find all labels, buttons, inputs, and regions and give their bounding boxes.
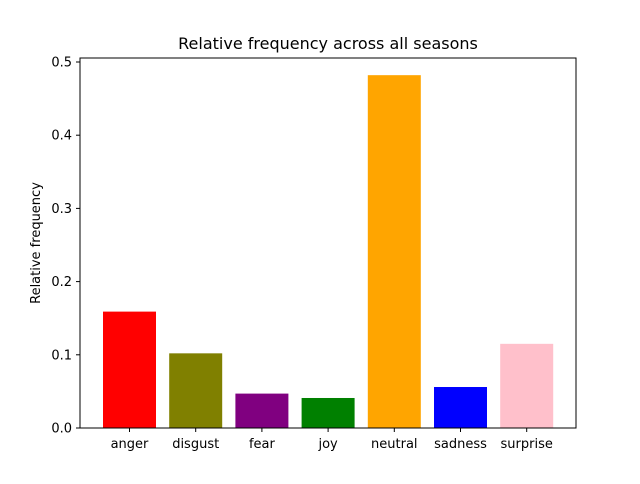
x-tick-label-joy: joy xyxy=(317,437,338,452)
bar-anger xyxy=(103,311,156,428)
bar-joy xyxy=(301,397,355,428)
y-tick-label: 0.1 xyxy=(51,348,72,363)
y-axis-ticks: 0.0 0.1 0.2 0.3 0.4 0.5 xyxy=(51,56,80,437)
x-tick-label-anger: anger xyxy=(111,437,149,452)
y-tick-label: 0.2 xyxy=(51,275,72,290)
y-axis-label: Relative frequency xyxy=(29,182,44,304)
y-tick-label: 0.4 xyxy=(51,129,72,144)
y-tick-label: 0.5 xyxy=(51,56,72,71)
x-tick-label-neutral: neutral xyxy=(371,437,418,452)
bar-neutral xyxy=(367,75,421,429)
y-tick-label: 0.0 xyxy=(51,422,72,437)
x-axis-ticks: anger disgust fear joy neutral sadness surpris… xyxy=(111,428,553,452)
bar-sadness xyxy=(434,387,487,428)
bar-surprise xyxy=(500,343,554,428)
bar-fear xyxy=(235,393,289,428)
bar-disgust xyxy=(169,353,223,428)
bars-group xyxy=(103,75,554,429)
x-tick-label-disgust: disgust xyxy=(172,437,219,452)
y-tick-label: 0.3 xyxy=(51,202,72,217)
x-tick-label-sadness: sadness xyxy=(434,437,487,452)
x-tick-label-fear: fear xyxy=(249,437,276,452)
x-tick-label-surprise: surprise xyxy=(501,437,553,452)
plot-frame xyxy=(79,57,577,429)
chart-title: Relative frequency across all seasons xyxy=(178,34,478,53)
